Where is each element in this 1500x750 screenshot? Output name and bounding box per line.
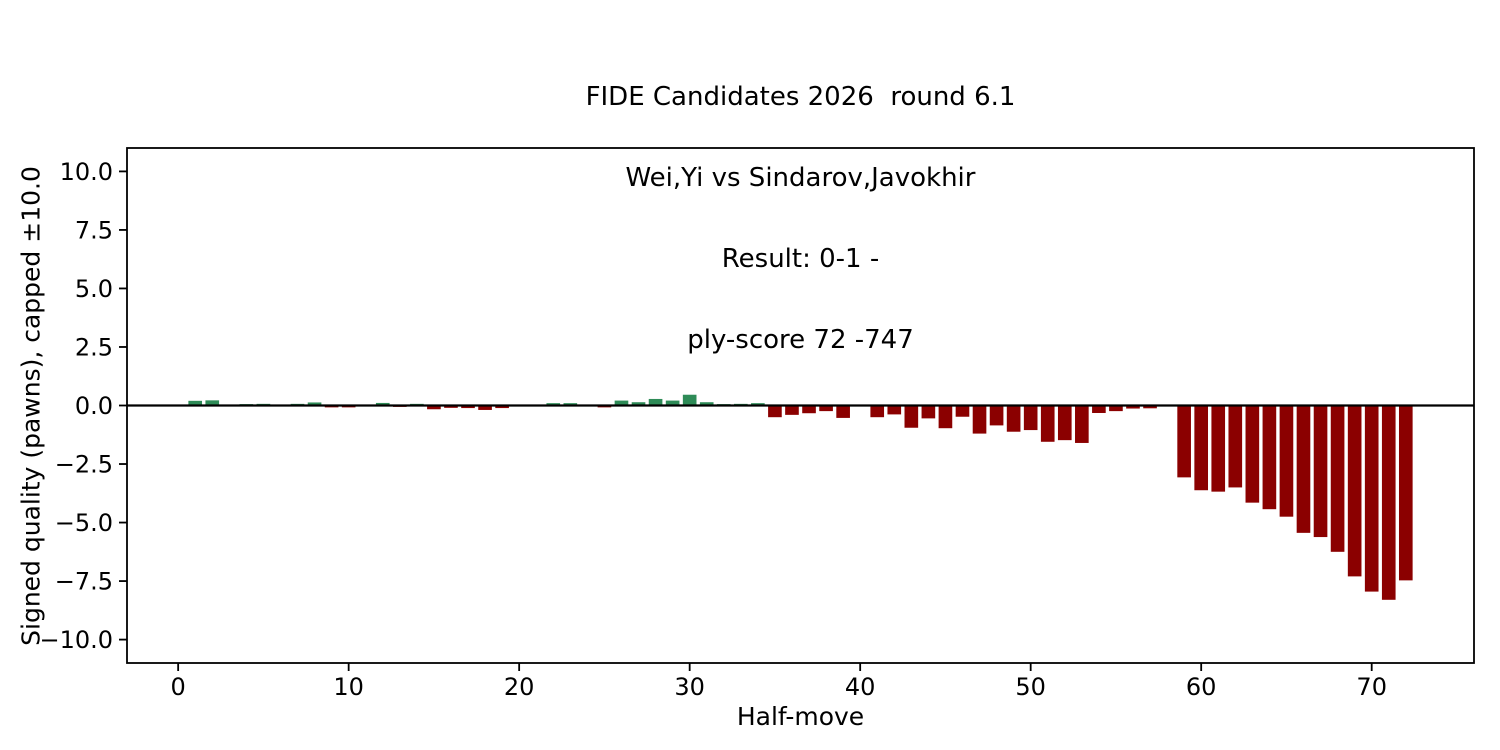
bar-ply-36 — [785, 405, 799, 415]
y-tick-label: −2.5 — [55, 451, 113, 479]
bar-ply-27 — [631, 402, 646, 406]
bar-ply-30 — [682, 394, 697, 406]
bar-ply-62 — [1228, 405, 1243, 488]
bar-ply-41 — [870, 405, 885, 418]
chart-title-line-3: Result: 0-1 - — [721, 244, 880, 274]
bar-ply-68 — [1330, 405, 1345, 552]
chart-title: FIDE Candidates 2026 round 6.1 Wei,Yi vs… — [127, 30, 1474, 408]
bar-ply-12 — [375, 402, 390, 406]
bar-ply-47 — [972, 405, 987, 434]
x-tick-label: 20 — [504, 673, 535, 701]
bar-ply-31 — [699, 402, 714, 406]
bar-ply-2 — [205, 400, 220, 406]
bar-ply-1 — [188, 400, 203, 406]
bar-ply-39 — [836, 405, 850, 418]
bar-ply-65 — [1279, 405, 1294, 517]
bar-ply-50 — [1023, 405, 1038, 431]
y-tick-label: −7.5 — [55, 568, 113, 596]
y-tick-label: −10.0 — [39, 626, 113, 654]
x-axis-label: Half-move — [736, 702, 865, 731]
bar-ply-56 — [1126, 405, 1140, 409]
bar-ply-63 — [1245, 405, 1260, 503]
bar-ply-22 — [546, 403, 561, 406]
bar-ply-53 — [1075, 405, 1089, 443]
bar-ply-44 — [921, 405, 936, 419]
y-axis-label: Signed quality (pawns), capped ±10.0 — [16, 166, 46, 646]
x-tick-label: 40 — [845, 673, 876, 701]
bar-ply-64 — [1262, 405, 1277, 510]
bar-ply-67 — [1313, 405, 1328, 538]
bar-ply-48 — [989, 405, 1004, 426]
bar-ply-49 — [1006, 405, 1021, 432]
y-tick-label: −5.0 — [55, 509, 113, 537]
bar-ply-15 — [427, 405, 441, 410]
y-tick-label: 10.0 — [60, 158, 113, 186]
chart-title-line-4: ply-score 72 -747 — [687, 325, 914, 355]
bar-ply-72 — [1398, 405, 1413, 581]
bar-ply-66 — [1296, 405, 1311, 533]
bar-ply-71 — [1381, 405, 1396, 600]
bar-ply-16 — [444, 405, 458, 408]
chart-title-line-1: FIDE Candidates 2026 round 6.1 — [585, 82, 1016, 112]
bar-ply-55 — [1109, 405, 1123, 412]
bar-ply-61 — [1211, 405, 1226, 492]
bar-ply-46 — [955, 405, 970, 417]
bar-ply-8 — [307, 402, 322, 406]
bar-ply-52 — [1057, 405, 1072, 441]
bar-ply-69 — [1347, 405, 1362, 577]
bar-ply-70 — [1364, 405, 1379, 592]
bar-ply-45 — [938, 405, 953, 429]
bar-ply-28 — [648, 398, 663, 406]
bar-ply-29 — [665, 400, 680, 406]
bar-ply-54 — [1092, 405, 1106, 413]
bar-ply-26 — [614, 400, 629, 406]
x-tick-label: 0 — [171, 673, 186, 701]
chart-title-line-2: Wei,Yi vs Sindarov,Javokhir — [625, 163, 976, 193]
x-tick-label: 70 — [1356, 673, 1387, 701]
bar-ply-57 — [1143, 405, 1157, 409]
x-tick-label: 60 — [1186, 673, 1217, 701]
y-tick-label: 2.5 — [75, 333, 113, 361]
x-tick-label: 50 — [1015, 673, 1046, 701]
bar-ply-51 — [1040, 405, 1055, 442]
bar-ply-35 — [768, 405, 782, 418]
y-tick-label: 7.5 — [75, 216, 113, 244]
x-tick-label: 30 — [674, 673, 705, 701]
bar-ply-34 — [751, 403, 765, 406]
bar-ply-60 — [1194, 405, 1209, 491]
y-tick-label: 5.0 — [75, 275, 113, 303]
bar-ply-18 — [478, 405, 492, 410]
x-tick-label: 10 — [333, 673, 364, 701]
bar-ply-37 — [802, 405, 816, 414]
bar-ply-59 — [1177, 405, 1191, 478]
bar-ply-23 — [563, 403, 578, 406]
bar-ply-43 — [904, 405, 919, 428]
bar-ply-17 — [461, 405, 475, 409]
y-tick-label: 0.0 — [75, 392, 113, 420]
bar-ply-19 — [495, 405, 509, 409]
bar-ply-42 — [887, 405, 902, 415]
bar-ply-38 — [819, 405, 833, 412]
